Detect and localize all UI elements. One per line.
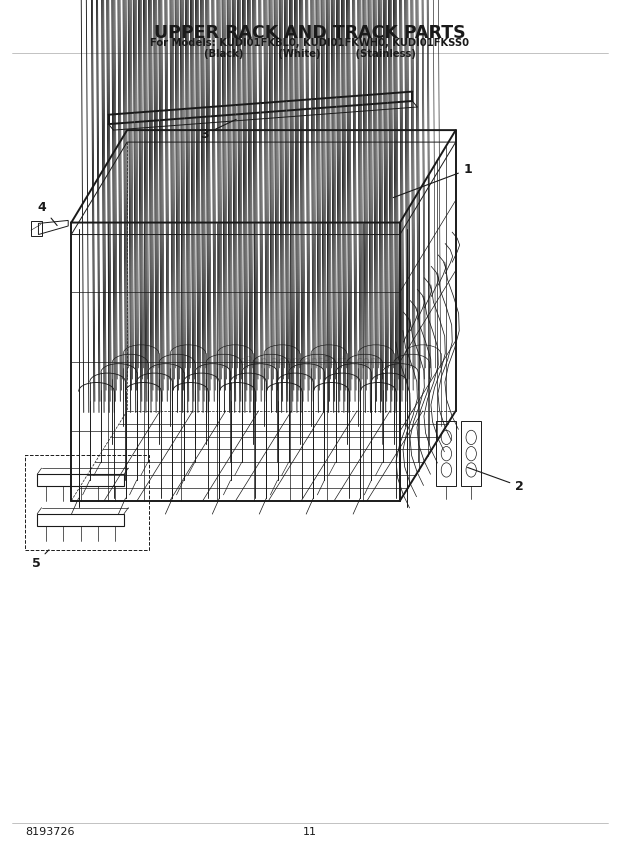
Text: 4: 4: [38, 200, 57, 225]
Text: For Models: KUDI01FKBL0, KUDI01FKWH0, KUDI01FKSS0: For Models: KUDI01FKBL0, KUDI01FKWH0, KU…: [151, 38, 469, 48]
Text: eReplacementParts.com: eReplacementParts.com: [238, 354, 382, 368]
Bar: [31, 221, 42, 236]
Text: UPPER RACK AND TRACK PARTS: UPPER RACK AND TRACK PARTS: [154, 24, 466, 42]
Bar: [436, 421, 456, 486]
Bar: [25, 455, 149, 550]
Text: 8193726: 8193726: [25, 827, 74, 837]
Text: (Black)          (White)          (Stainless): (Black) (White) (Stainless): [204, 49, 416, 59]
Text: 1: 1: [393, 163, 472, 198]
Text: 11: 11: [303, 827, 317, 837]
Text: 3: 3: [200, 119, 236, 141]
Bar: [37, 474, 124, 486]
Text: 2: 2: [467, 467, 524, 493]
Bar: [37, 514, 124, 526]
Text: 5: 5: [32, 550, 49, 570]
Bar: [461, 421, 481, 486]
